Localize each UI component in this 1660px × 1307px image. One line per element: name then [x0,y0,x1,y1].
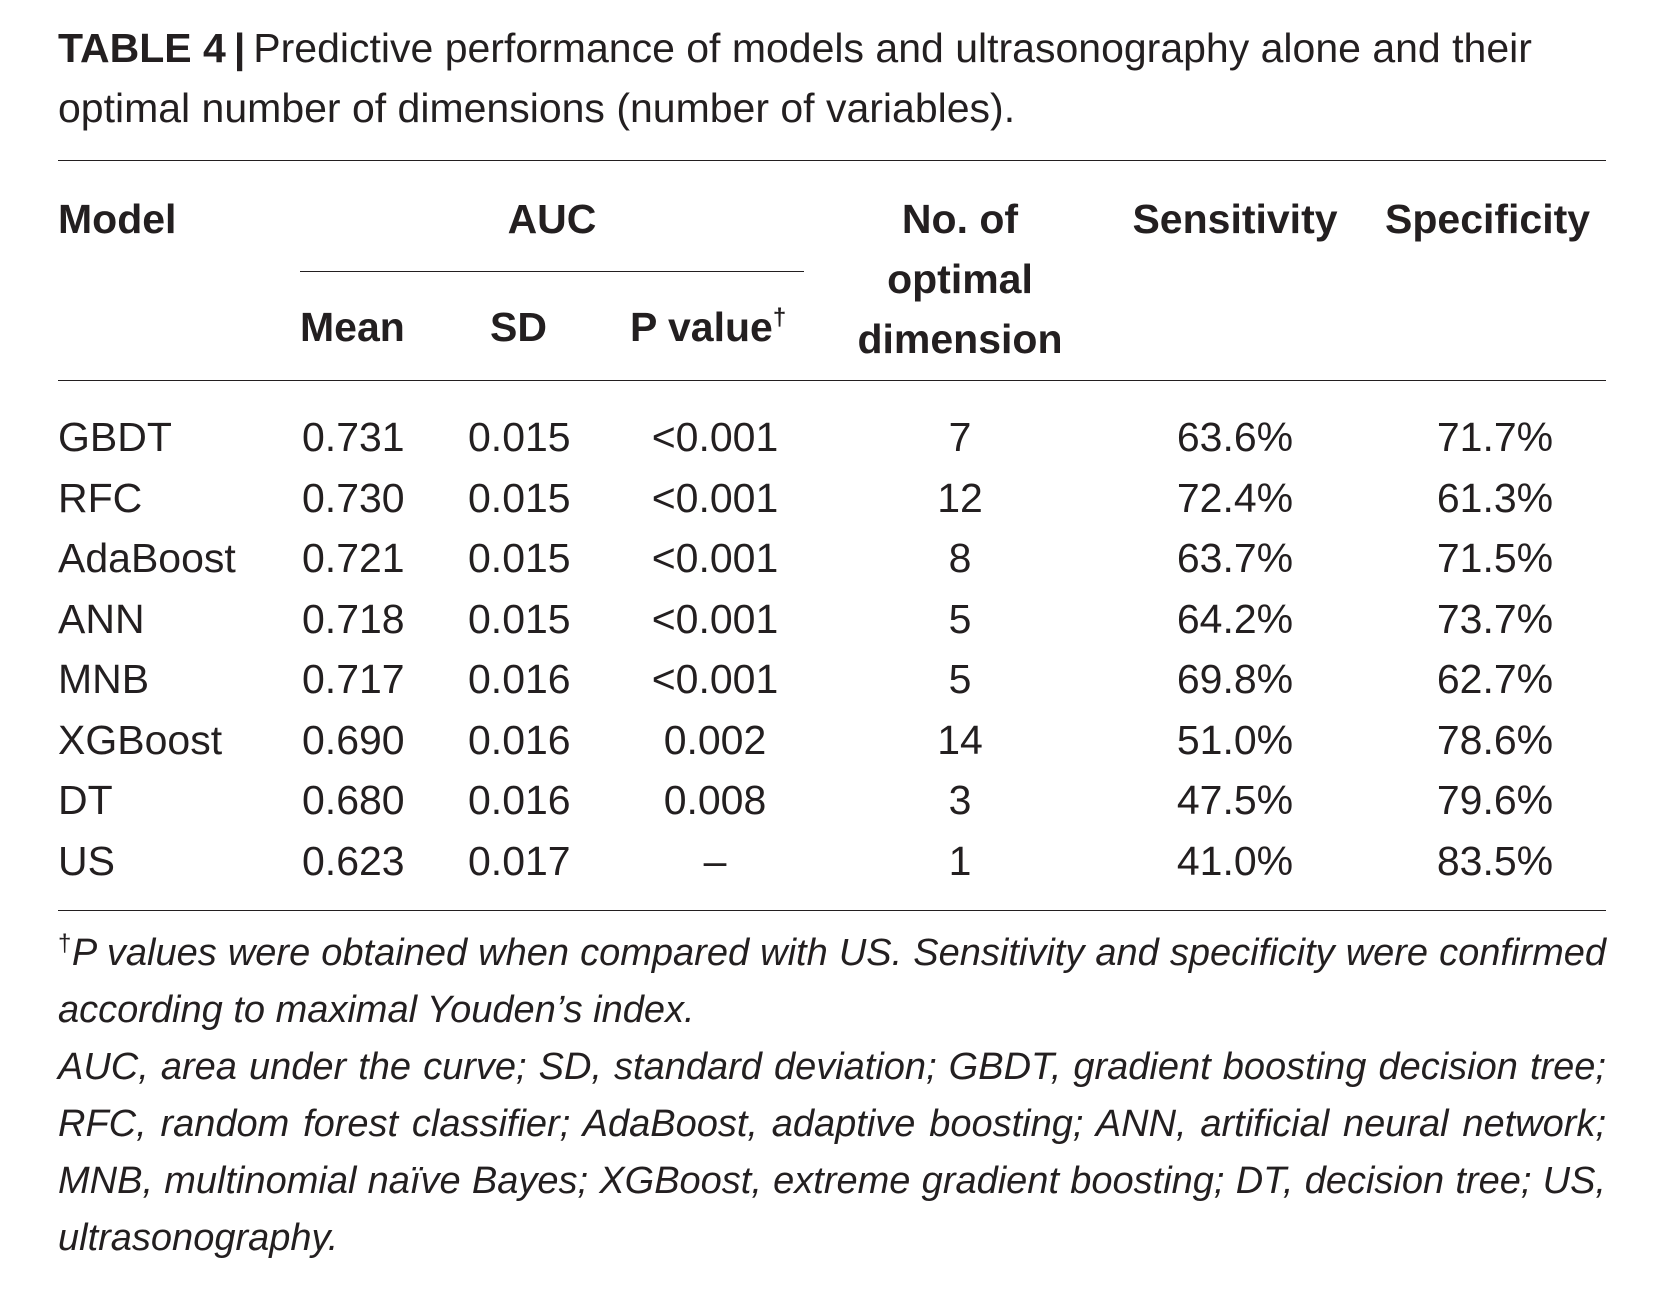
cell-specificity: 79.6% [1436,777,1554,823]
cell-sensitivity: 47.5% [1176,777,1294,823]
cell-sd: 0.017 [468,838,571,884]
cell-sensitivity: 64.2% [1176,596,1294,642]
table-row: GBDT 0.731 0.015 <0.001 7 63.6% 71.7% [0,407,1660,467]
cell-sd: 0.015 [468,414,571,460]
cell-model: XGBoost [58,717,223,763]
caption-separator: | [233,25,246,71]
cell-dimension: 14 [937,717,983,763]
cell-p-value: <0.001 [651,656,779,702]
cell-model: DT [58,777,113,823]
cell-mean: 0.717 [302,656,405,702]
cell-specificity: 78.6% [1436,717,1554,763]
cell-p-value: 0.008 [663,777,767,823]
header-model: Model [58,196,177,242]
cell-sd: 0.015 [468,535,571,581]
cell-mean: 0.690 [302,717,405,763]
header-sensitivity: Sensitivity [1132,196,1338,242]
cell-sd: 0.016 [468,656,571,702]
cell-sd: 0.015 [468,596,571,642]
header-mean: Mean [300,304,405,350]
top-rule [58,160,1606,161]
cell-p-value: <0.001 [651,414,779,460]
cell-dimension: 3 [948,777,972,823]
cell-p-value: <0.001 [651,475,779,521]
cell-mean: 0.731 [302,414,405,460]
dagger-mark: † [772,304,787,331]
header-rule [58,380,1606,381]
cell-sensitivity: 41.0% [1176,838,1294,884]
footnote-abbreviations: AUC, area under the curve; SD, standard … [58,1046,1606,1259]
header-auc: AUC [507,196,597,242]
cell-sd: 0.015 [468,475,571,521]
cell-specificity: 73.7% [1436,596,1554,642]
cell-model: RFC [58,475,143,521]
header-p-value-text: P value [630,304,773,350]
cell-sd: 0.016 [468,777,571,823]
cell-p-value: <0.001 [651,535,779,581]
cell-model: GBDT [58,414,172,460]
cell-model: US [58,838,115,884]
cell-sd: 0.016 [468,717,571,763]
cell-specificity: 62.7% [1436,656,1554,702]
cell-mean: 0.730 [302,475,405,521]
cell-mean: 0.680 [302,777,405,823]
footnote-dagger: † [58,930,72,957]
footnote-p-values-text: P values were obtained when compared wit… [58,932,1606,1031]
cell-sensitivity: 51.0% [1176,717,1294,763]
bottom-rule [58,910,1606,911]
cell-model: AdaBoost [58,535,236,581]
cell-model: MNB [58,656,150,702]
cell-dimension: 7 [948,414,972,460]
cell-dimension: 8 [948,535,972,581]
table-row: MNB 0.717 0.016 <0.001 5 69.8% 62.7% [0,649,1660,709]
header-sd: SD [490,304,547,350]
cell-p-value: – [703,838,727,884]
header-dimension-line1: No. of [901,196,1019,242]
cell-dimension: 1 [948,838,972,884]
header-dimension-line3: dimension [857,316,1063,362]
table-label: TABLE 4 [58,25,226,71]
cell-specificity: 71.5% [1436,535,1554,581]
cell-specificity: 83.5% [1436,838,1554,884]
header-dimension-line2: optimal [887,256,1033,302]
cell-specificity: 61.3% [1436,475,1554,521]
table-row: ANN 0.718 0.015 <0.001 5 64.2% 73.7% [0,589,1660,649]
cell-sensitivity: 72.4% [1176,475,1294,521]
table-row: AdaBoost 0.721 0.015 <0.001 8 63.7% 71.5… [0,528,1660,588]
table-caption: TABLE 4 | Predictive performance of models… [58,18,1618,138]
table-row: XGBoost 0.690 0.016 0.002 14 51.0% 78.6% [0,710,1660,770]
auc-group-rule [300,271,804,272]
cell-mean: 0.718 [302,596,405,642]
cell-mean: 0.623 [302,838,405,884]
table-row: DT 0.680 0.016 0.008 3 47.5% 79.6% [0,770,1660,830]
header-specificity: Specificity [1385,196,1591,242]
cell-sensitivity: 63.7% [1176,535,1294,581]
table-row: RFC 0.730 0.015 <0.001 12 72.4% 61.3% [0,468,1660,528]
cell-sensitivity: 63.6% [1176,414,1294,460]
cell-mean: 0.721 [302,535,405,581]
cell-dimension: 5 [948,656,972,702]
cell-specificity: 71.7% [1436,414,1554,460]
cell-p-value: <0.001 [651,596,779,642]
cell-dimension: 12 [937,475,983,521]
table-row: US 0.623 0.017 – 1 41.0% 83.5% [0,831,1660,891]
cell-p-value: 0.002 [663,717,767,763]
cell-model: ANN [58,596,145,642]
cell-dimension: 5 [948,596,972,642]
footnote-p-values: †P values were obtained when compared wi… [58,925,1606,1039]
cell-sensitivity: 69.8% [1176,656,1294,702]
caption-text: Predictive performance of models and ult… [58,25,1532,131]
header-p-value: P value† [630,297,786,357]
